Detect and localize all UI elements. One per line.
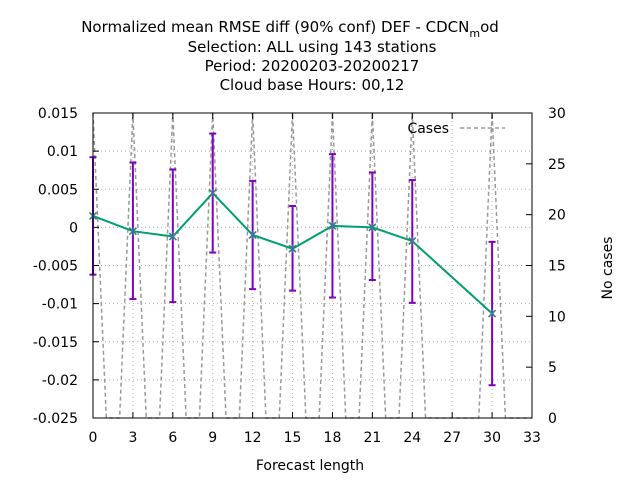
x-tick-label: 24	[403, 430, 421, 446]
x-tick-label: 6	[168, 430, 177, 446]
mean-series	[88, 188, 497, 318]
legend-label-cases: Cases	[407, 121, 449, 137]
y2-axis-label: No cases	[600, 237, 616, 300]
y2-tick-label: 10	[548, 309, 566, 325]
mean-point	[248, 230, 257, 240]
x-tick-label: 18	[324, 430, 342, 446]
mean-point	[288, 244, 297, 253]
y-tick-label: 0.015	[38, 106, 78, 122]
y-tick-label: -0.015	[33, 335, 78, 351]
y2-tick-label: 15	[548, 259, 566, 275]
x-tick-label: 27	[443, 430, 461, 446]
title-line-2: Selection: ALL using 143 stations	[188, 38, 437, 56]
grid	[93, 113, 532, 418]
title-line-4: Cloud base Hours: 00,12	[220, 76, 405, 94]
y-tick-label: -0.025	[33, 411, 78, 427]
cases-series	[92, 112, 532, 419]
x-axis-ticks: 0 3 6 9 12 15 18 21 24 27 30 33	[89, 113, 541, 446]
x-tick-label: 30	[483, 430, 501, 446]
mean-point	[128, 227, 137, 236]
mean-point	[368, 223, 377, 232]
x-tick-label: 3	[128, 430, 137, 446]
chart-title: Normalized mean RMSE diff (90% conf) DEF…	[81, 18, 499, 94]
mean-point	[408, 237, 417, 246]
plot-frame	[92, 112, 533, 419]
mean-point	[208, 188, 217, 198]
x-tick-label: 9	[208, 430, 217, 446]
y2-tick-label: 25	[548, 157, 566, 173]
x-tick-label: 33	[523, 430, 541, 446]
cases-line	[92, 112, 532, 419]
mean-point	[488, 309, 497, 318]
mean-line	[92, 191, 493, 315]
legend: Cases	[407, 121, 505, 137]
x-axis-label: Forecast length	[256, 458, 364, 474]
y2-tick-label: 0	[548, 411, 557, 427]
errorbars	[89, 132, 496, 387]
y2-tick-label: 30	[548, 106, 566, 122]
y-tick-label: 0.01	[47, 144, 78, 160]
y-tick-label: 0.005	[38, 182, 78, 198]
y2-tick-label: 20	[548, 208, 566, 224]
y-axis-ticks: 0.015 0.01 0.005 0 -0.005 -0.01 -0.015 -0.02 -0.…	[33, 106, 99, 427]
y-tick-label: 0	[69, 220, 78, 236]
y-tick-label: -0.02	[42, 373, 78, 389]
y2-axis-ticks: 30 25 20 15 10 5 0	[526, 106, 566, 427]
mean-point	[328, 221, 337, 230]
x-tick-label: 21	[363, 430, 381, 446]
x-tick-label: 0	[89, 430, 98, 446]
x-tick-label: 12	[244, 430, 262, 446]
y-tick-label: -0.01	[42, 297, 78, 313]
title-line-1: Normalized mean RMSE diff (90% conf) DEF…	[81, 18, 499, 40]
x-tick-label: 15	[284, 430, 302, 446]
mean-point	[168, 232, 177, 241]
y2-tick-label: 5	[548, 360, 557, 376]
title-line-3: Period: 20200203-20200217	[205, 57, 420, 75]
y-tick-label: -0.005	[33, 259, 78, 275]
